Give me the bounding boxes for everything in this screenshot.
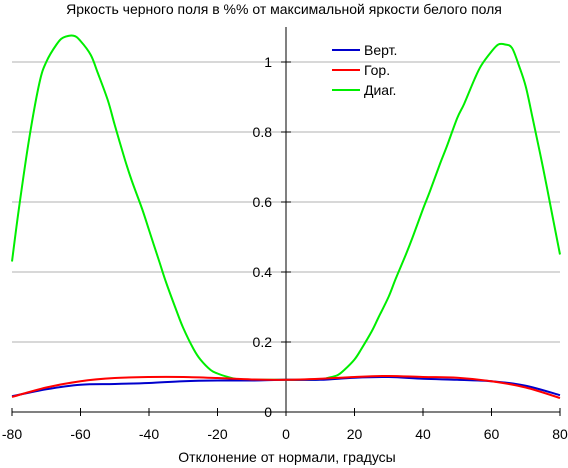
legend-label-diag: Диаг.	[364, 82, 396, 98]
x-tick-label: -60	[70, 426, 90, 442]
x-tick-label: -20	[207, 426, 227, 442]
y-tick-label: 0.8	[253, 124, 273, 140]
x-tick-label: -80	[2, 426, 22, 442]
y-tick-label: 0.6	[253, 194, 273, 210]
x-tick-label: 80	[552, 426, 568, 442]
x-tick-label: -40	[139, 426, 159, 442]
x-tick-label: 0	[282, 426, 290, 442]
series-layer	[11, 34, 561, 399]
legend-label-hor: Гор.	[364, 62, 390, 78]
x-tick-label: 60	[484, 426, 500, 442]
y-tick-label: 1	[264, 54, 272, 70]
legend-label-vert: Верт.	[364, 42, 397, 58]
y-tick-label: 0.2	[253, 334, 273, 350]
legend: Верт. Гор. Диаг.	[332, 42, 397, 98]
series-line-hor	[11, 374, 561, 399]
x-axis-label: Отклонение от нормали, градусы	[178, 449, 395, 465]
x-tick-label: 20	[347, 426, 363, 442]
chart-title: Яркость черного поля в %% от максимально…	[66, 1, 502, 17]
x-tick-label: 40	[415, 426, 431, 442]
axes-layer: 00.20.40.60.81-80 -60 -40 -20 0 20 40 60 80	[2, 27, 568, 442]
y-tick-label: 0.4	[253, 264, 273, 280]
